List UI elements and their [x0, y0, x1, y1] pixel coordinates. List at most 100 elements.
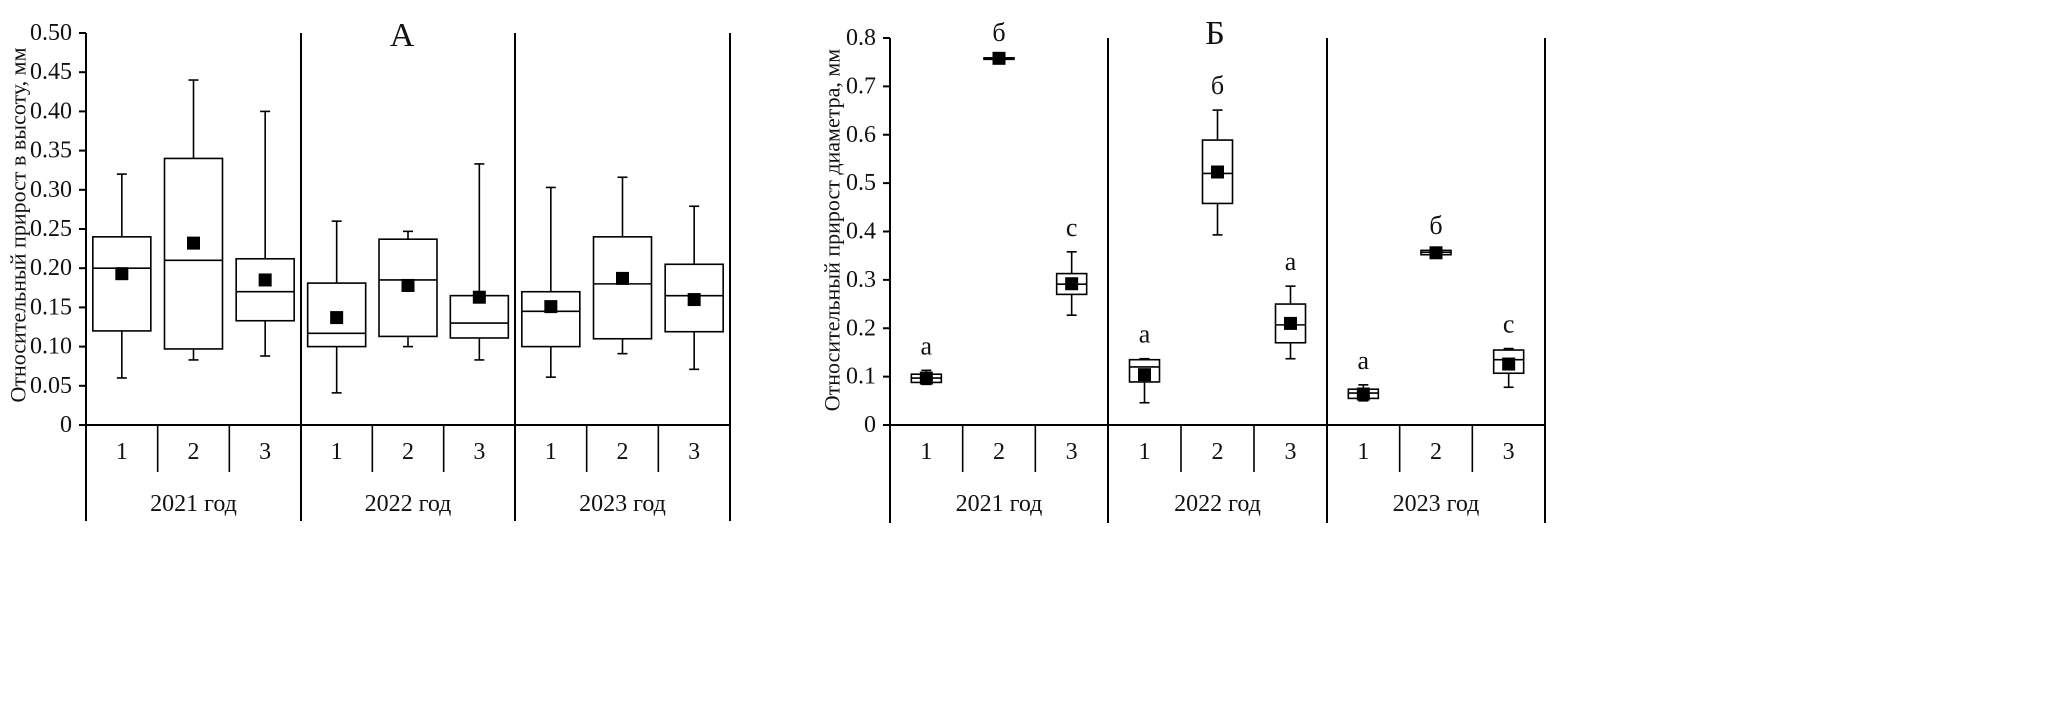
x-category-label: 3: [1285, 439, 1297, 465]
mean-marker: [259, 273, 272, 286]
box-plot: [450, 164, 508, 360]
significance-label: б: [1211, 71, 1224, 100]
y-tick-label: 0.35: [30, 138, 72, 164]
box-plot: [522, 187, 580, 377]
x-category-label: 2: [617, 439, 629, 465]
chart-title: Б: [1205, 15, 1225, 52]
box-plot: [665, 206, 723, 369]
y-tick-label: 0.2: [846, 315, 876, 341]
significance-label: б: [1429, 211, 1442, 240]
mean-marker: [1138, 368, 1151, 381]
mean-marker: [920, 372, 933, 385]
chart-panel-b: Б Относительный прирост диаметра, мм 0 0.…: [820, 15, 1546, 523]
x-group-label: 2022 год: [365, 491, 452, 517]
mean-marker: [1502, 358, 1515, 371]
mean-marker: [1284, 317, 1297, 330]
x-group-label: 2021 год: [150, 491, 237, 517]
y-tick-label: 0.15: [30, 294, 72, 320]
x-group-label: 2023 год: [579, 491, 666, 517]
x-category-label: 2: [993, 439, 1005, 465]
box-iqr: [594, 237, 652, 339]
significance-label: с: [1066, 213, 1078, 242]
x-category-label: 3: [688, 439, 700, 465]
box-plot: а: [1276, 247, 1306, 359]
x-category-label: 2: [1430, 439, 1442, 465]
box-plot: б: [984, 18, 1014, 65]
x-category-label: 3: [473, 439, 485, 465]
y-tick-label: 0.5: [846, 170, 876, 196]
y-tick-label: 0.05: [30, 373, 72, 399]
mean-marker: [688, 293, 701, 306]
y-tick-label: 0.45: [30, 59, 72, 85]
x-category-label: 1: [545, 439, 557, 465]
y-tick-label: 0.3: [846, 267, 876, 293]
significance-label: а: [1358, 346, 1370, 375]
mean-marker: [1211, 165, 1224, 178]
x-category-label: 2: [188, 439, 200, 465]
mean-marker: [115, 267, 128, 280]
y-tick-label: 0.30: [30, 177, 72, 203]
box-plot: а: [1348, 346, 1378, 401]
box-plot: [236, 111, 294, 356]
box-plot: [594, 177, 652, 353]
box-plot: с: [1057, 213, 1087, 315]
box-iqr: [165, 158, 223, 349]
mean-marker: [1065, 277, 1078, 290]
mean-marker: [544, 300, 557, 313]
mean-marker: [616, 272, 629, 285]
box-plot: а: [911, 331, 941, 384]
box-plot: с: [1494, 310, 1524, 388]
box-iqr: [236, 259, 294, 321]
x-category-label: 1: [1357, 439, 1369, 465]
significance-label: а: [1139, 320, 1151, 349]
x-category-label: 1: [1139, 439, 1151, 465]
x-group-label: 2022 год: [1174, 491, 1261, 517]
y-tick-label: 0.6: [846, 122, 876, 148]
significance-label: с: [1503, 310, 1515, 339]
chart-panel-a: А Относительный прирост в высоту, мм 0 0.…: [6, 17, 731, 521]
x-group-label: 2021 год: [956, 491, 1043, 517]
y-tick-label: 0.10: [30, 334, 72, 360]
x-category-label: 3: [1066, 439, 1078, 465]
y-tick-label: 0.4: [846, 219, 876, 245]
x-category-label: 2: [402, 439, 414, 465]
significance-label: б: [992, 18, 1005, 47]
mean-marker: [1430, 246, 1443, 259]
x-category-label: 2: [1212, 439, 1224, 465]
y-tick-label: 0: [60, 412, 72, 438]
y-tick-label: 0.20: [30, 255, 72, 281]
y-tick-label: 0.25: [30, 216, 72, 242]
x-category-label: 3: [1503, 439, 1515, 465]
y-axis-label: Относительный прирост в высоту, мм: [6, 47, 31, 402]
figure: А Относительный прирост в высоту, мм 0 0.…: [0, 0, 2068, 711]
box-plot: [379, 231, 437, 346]
box-iqr: [522, 292, 580, 347]
x-category-label: 1: [331, 439, 343, 465]
box-plot: б: [1203, 71, 1233, 235]
y-tick-label: 0.40: [30, 98, 72, 124]
mean-marker: [1357, 388, 1370, 401]
significance-label: а: [921, 331, 933, 360]
significance-label: а: [1285, 247, 1297, 276]
mean-marker: [330, 311, 343, 324]
y-tick-label: 0.7: [846, 73, 876, 99]
y-tick-label: 0: [864, 412, 876, 438]
box-iqr: [93, 237, 151, 331]
mean-marker: [993, 52, 1006, 65]
mean-marker: [402, 279, 415, 292]
y-tick-label: 0.50: [30, 20, 72, 46]
box-plot: [93, 174, 151, 378]
box-plot: [165, 80, 223, 360]
x-category-label: 1: [920, 439, 932, 465]
mean-marker: [187, 237, 200, 250]
y-tick-label: 0.1: [846, 364, 876, 390]
x-group-label: 2023 год: [1393, 491, 1480, 517]
box-plot: а: [1130, 320, 1160, 403]
y-tick-label: 0.8: [846, 25, 876, 51]
box-plot: [308, 221, 366, 393]
y-axis-label: Относительный прирост диаметра, мм: [820, 49, 845, 412]
x-category-label: 3: [259, 439, 271, 465]
x-category-label: 1: [116, 439, 128, 465]
mean-marker: [473, 291, 486, 304]
chart-title: А: [390, 17, 415, 54]
